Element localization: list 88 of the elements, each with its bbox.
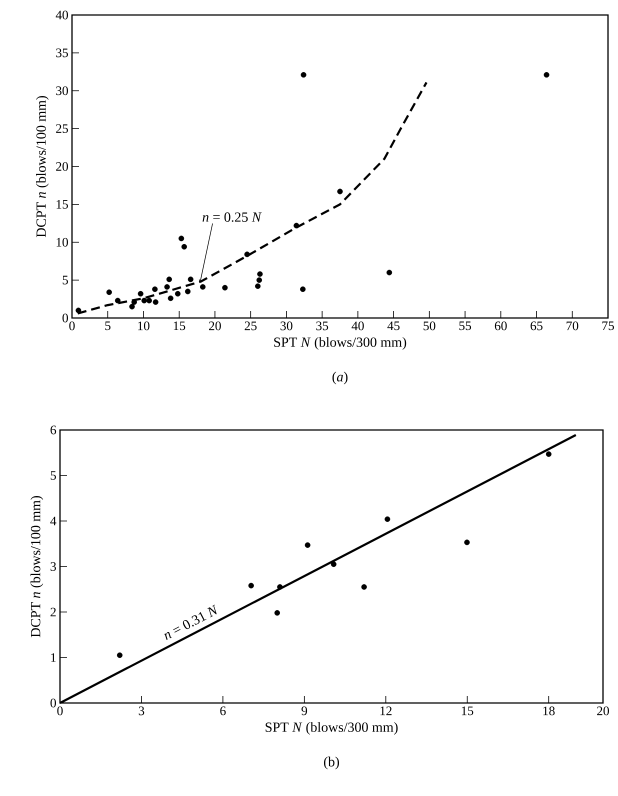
point xyxy=(244,252,250,258)
point xyxy=(166,276,172,282)
x-tick-label: 18 xyxy=(543,706,555,716)
x-tick-label: 20 xyxy=(209,322,222,330)
x-tick-label: 0 xyxy=(69,322,75,330)
point xyxy=(76,308,82,314)
annotation: n = 0.25 N xyxy=(202,212,262,222)
x-tick-label: 15 xyxy=(174,322,186,330)
x-tick-label: 25 xyxy=(244,322,257,330)
x-tick-label: 65 xyxy=(530,322,543,330)
y-tick-label: 0 xyxy=(50,698,56,708)
x-axis-title: SPT N (blows/300 mm) xyxy=(274,337,406,350)
point xyxy=(300,72,306,78)
x-tick-label: 35 xyxy=(316,322,328,330)
y-axis-title: DCPT n (blows/100 mm) xyxy=(30,496,44,638)
point xyxy=(152,286,158,292)
point xyxy=(146,298,152,304)
x-tick-label: 75 xyxy=(602,322,614,330)
point xyxy=(175,290,181,297)
x-tick-label: 40 xyxy=(352,322,364,330)
point xyxy=(361,584,367,590)
point xyxy=(178,236,184,242)
point xyxy=(248,582,254,588)
text: (a) xyxy=(332,372,348,384)
point xyxy=(257,271,263,277)
point xyxy=(168,295,174,302)
point xyxy=(115,298,121,304)
y-tick-label: 2 xyxy=(50,608,56,616)
y-tick-label: 3 xyxy=(50,562,56,571)
point xyxy=(164,284,170,290)
point xyxy=(188,276,194,282)
point xyxy=(141,298,148,304)
y-tick-label: 10 xyxy=(56,238,68,247)
point xyxy=(138,290,144,297)
x-tick-label: 15 xyxy=(462,706,474,716)
point xyxy=(464,540,470,546)
point xyxy=(304,542,311,548)
x-tick-label: 50 xyxy=(424,322,436,330)
point xyxy=(117,652,123,658)
y-tick-label: 35 xyxy=(56,48,68,58)
x-tick-label: 9 xyxy=(302,706,308,716)
x-tick-label: 3 xyxy=(138,706,144,716)
x-tick-label: 10 xyxy=(138,322,150,330)
point xyxy=(337,188,343,194)
point xyxy=(222,284,228,290)
y-tick-label: 1 xyxy=(51,653,56,662)
annotation: n = 0.31 N xyxy=(164,604,217,640)
point xyxy=(182,244,188,250)
point xyxy=(131,299,138,305)
x-tick-label: 12 xyxy=(380,706,392,716)
y-tick-label: 30 xyxy=(56,86,68,96)
y-tick-label: 40 xyxy=(56,10,68,20)
y-tick-label: 20 xyxy=(56,162,68,171)
x-tick-label: 6 xyxy=(220,706,226,716)
y-tick-label: 4 xyxy=(50,516,56,526)
text: (b) xyxy=(324,756,340,770)
point xyxy=(384,516,390,522)
point xyxy=(544,72,550,78)
point xyxy=(277,584,283,590)
point xyxy=(200,284,206,290)
point xyxy=(256,277,262,283)
y-tick-label: 15 xyxy=(56,200,68,209)
y-tick-label: 6 xyxy=(50,426,56,434)
point xyxy=(129,304,135,310)
line-series xyxy=(76,81,428,315)
point xyxy=(330,561,337,568)
point xyxy=(152,299,159,305)
x-tick-label: 30 xyxy=(280,322,292,330)
x-tick-label: 45 xyxy=(387,322,400,330)
point xyxy=(274,610,280,616)
point xyxy=(185,288,191,294)
x-axis-title: SPT N (blows/300 mm) xyxy=(266,722,398,735)
y-tick-label: 5 xyxy=(62,276,68,284)
point xyxy=(300,286,306,292)
x-tick-label: 60 xyxy=(494,322,507,330)
point xyxy=(386,270,392,276)
point xyxy=(546,451,552,457)
y-axis-title: DCPT n (blows/100 mm) xyxy=(36,96,49,238)
point xyxy=(106,289,112,296)
y-tick-label: 0 xyxy=(62,314,68,322)
x-tick-label: 20 xyxy=(597,706,610,716)
point xyxy=(255,283,261,289)
x-tick-label: 70 xyxy=(566,322,578,330)
x-tick-label: 55 xyxy=(459,322,472,330)
y-tick-label: 25 xyxy=(56,124,68,133)
point xyxy=(294,222,300,228)
y-tick-label: 5 xyxy=(50,471,56,480)
x-tick-label: 5 xyxy=(105,322,111,330)
